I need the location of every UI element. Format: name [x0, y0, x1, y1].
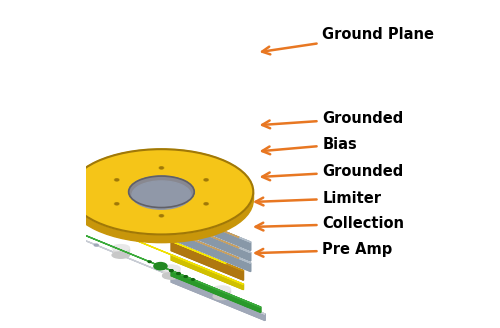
Ellipse shape — [162, 265, 180, 272]
Polygon shape — [99, 225, 244, 284]
Ellipse shape — [162, 267, 166, 268]
Ellipse shape — [170, 270, 173, 271]
Ellipse shape — [159, 167, 164, 169]
Ellipse shape — [112, 252, 130, 258]
Ellipse shape — [128, 176, 194, 208]
Polygon shape — [214, 289, 230, 297]
Polygon shape — [78, 237, 265, 314]
Polygon shape — [172, 210, 250, 251]
Ellipse shape — [244, 305, 248, 307]
Ellipse shape — [132, 181, 191, 209]
Ellipse shape — [162, 273, 180, 279]
Ellipse shape — [177, 273, 180, 274]
Text: Grounded: Grounded — [262, 164, 404, 180]
Ellipse shape — [94, 244, 98, 246]
Text: Ground Plane: Ground Plane — [262, 27, 434, 54]
Ellipse shape — [154, 262, 167, 270]
Ellipse shape — [213, 286, 230, 292]
Polygon shape — [92, 177, 250, 242]
Polygon shape — [172, 241, 244, 280]
Ellipse shape — [170, 270, 173, 271]
Polygon shape — [92, 198, 250, 263]
Ellipse shape — [170, 270, 173, 271]
Ellipse shape — [184, 276, 187, 277]
Ellipse shape — [170, 275, 173, 277]
Text: Bias: Bias — [262, 137, 357, 154]
Polygon shape — [82, 234, 261, 307]
Polygon shape — [172, 271, 261, 312]
Text: Grounded: Grounded — [262, 111, 404, 128]
Polygon shape — [164, 268, 179, 276]
Text: Limiter: Limiter — [256, 191, 381, 206]
Polygon shape — [99, 212, 244, 271]
Ellipse shape — [114, 203, 119, 205]
Ellipse shape — [70, 157, 254, 243]
Ellipse shape — [159, 215, 164, 217]
Polygon shape — [172, 210, 250, 251]
Polygon shape — [172, 255, 244, 290]
Polygon shape — [104, 203, 239, 258]
Ellipse shape — [204, 179, 208, 181]
Ellipse shape — [170, 275, 173, 277]
Text: Pre Amp: Pre Amp — [256, 242, 392, 257]
Ellipse shape — [115, 203, 118, 205]
Polygon shape — [116, 219, 226, 264]
Polygon shape — [104, 182, 239, 237]
Ellipse shape — [204, 179, 208, 181]
Ellipse shape — [204, 203, 208, 205]
Polygon shape — [172, 276, 265, 320]
Ellipse shape — [213, 293, 230, 299]
Ellipse shape — [177, 273, 180, 274]
Ellipse shape — [160, 215, 163, 216]
Polygon shape — [172, 231, 250, 272]
Polygon shape — [172, 255, 244, 290]
Polygon shape — [172, 220, 250, 261]
Ellipse shape — [70, 149, 254, 235]
Polygon shape — [104, 193, 239, 248]
Ellipse shape — [162, 265, 180, 272]
Ellipse shape — [148, 261, 151, 262]
Polygon shape — [172, 231, 250, 272]
Text: Collection: Collection — [256, 216, 404, 231]
Ellipse shape — [156, 264, 158, 265]
Ellipse shape — [184, 276, 187, 277]
Polygon shape — [164, 268, 179, 276]
Ellipse shape — [162, 273, 180, 279]
Polygon shape — [172, 276, 265, 320]
Polygon shape — [113, 248, 128, 255]
Ellipse shape — [114, 179, 119, 181]
Ellipse shape — [162, 267, 166, 268]
Ellipse shape — [156, 264, 158, 265]
Ellipse shape — [177, 273, 180, 274]
Ellipse shape — [112, 245, 130, 251]
Ellipse shape — [162, 267, 166, 268]
Ellipse shape — [204, 203, 208, 205]
Polygon shape — [172, 271, 261, 312]
Polygon shape — [172, 220, 250, 261]
Ellipse shape — [115, 179, 118, 181]
Ellipse shape — [170, 270, 173, 271]
Polygon shape — [92, 188, 250, 253]
Ellipse shape — [192, 278, 194, 280]
Polygon shape — [172, 241, 244, 280]
Ellipse shape — [160, 167, 163, 169]
Polygon shape — [70, 192, 254, 200]
